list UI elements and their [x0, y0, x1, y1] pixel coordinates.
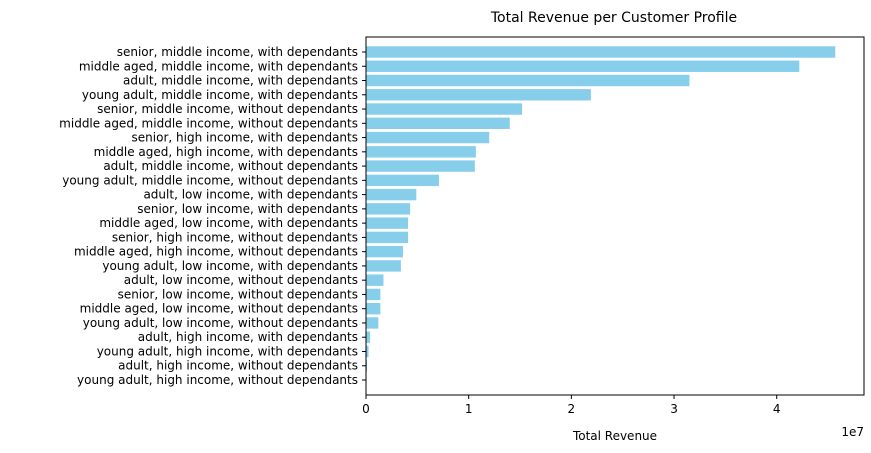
bar: [366, 74, 690, 87]
y-tick-label: young adult, high income, without depend…: [77, 373, 358, 387]
y-tick-label: adult, high income, with dependants: [138, 330, 358, 344]
y-tick-label: adult, low income, without dependants: [124, 273, 358, 287]
x-axis: 0 1 2 3 4: [362, 395, 781, 416]
y-tick-label: adult, middle income, without dependants: [103, 159, 358, 173]
bar: [366, 174, 439, 187]
x-axis-title: Total Revenue: [572, 429, 657, 443]
x-tick-label: 0: [362, 402, 370, 416]
bar: [366, 245, 403, 258]
bar: [366, 217, 409, 229]
y-tick-label: middle aged, high income, without depend…: [74, 245, 358, 259]
y-tick-label: middle aged, high income, with dependant…: [94, 145, 358, 159]
bar: [366, 188, 417, 201]
bar: [366, 117, 510, 130]
bar: [366, 231, 409, 244]
bar: [366, 89, 591, 101]
y-tick-label: senior, middle income, without dependant…: [97, 102, 358, 116]
y-tick-label: senior, low income, without dependants: [118, 287, 358, 301]
y-tick-label: middle aged, low income, without dependa…: [80, 302, 358, 316]
bar: [366, 360, 368, 372]
y-tick-label: senior, middle income, with dependants: [117, 45, 358, 59]
x-axis-offset-label: 1e7: [841, 425, 864, 439]
bar: [366, 60, 800, 72]
plot-frame: [365, 36, 865, 396]
bar: [366, 331, 371, 343]
bar: [366, 302, 381, 315]
y-tick-label: adult, middle income, with dependants: [123, 74, 358, 88]
x-tick-label: 1: [465, 402, 473, 416]
y-tick-label: senior, high income, with dependants: [132, 131, 358, 145]
y-tick-label: middle aged, middle income, without depe…: [59, 116, 358, 130]
y-tick-label: adult, low income, with dependants: [143, 188, 358, 202]
bar: [366, 131, 490, 144]
bar: [366, 260, 401, 272]
bar: [366, 274, 384, 286]
y-tick-label: young adult, middle income, without depe…: [62, 173, 358, 187]
bars-group: [366, 46, 836, 386]
bar: [366, 345, 369, 358]
y-tick-label: young adult, middle income, with dependa…: [82, 88, 358, 102]
x-tick-label: 2: [568, 402, 576, 416]
y-tick-label: adult, high income, without dependants: [118, 359, 358, 373]
y-axis: senior, middle income, with dependantsmi…: [59, 45, 366, 387]
bar: [366, 160, 475, 172]
bar: [366, 103, 523, 115]
bar: [366, 288, 381, 301]
chart-title: Total Revenue per Customer Profile: [490, 10, 737, 26]
y-tick-label: middle aged, low income, with dependants: [99, 216, 358, 230]
x-tick-label: 4: [773, 402, 781, 416]
y-tick-label: middle aged, middle income, with dependa…: [79, 59, 358, 73]
x-tick-label: 3: [670, 402, 678, 416]
y-tick-label: senior, low income, with dependants: [137, 202, 358, 216]
bar: [366, 46, 836, 58]
bar: [366, 146, 476, 158]
y-tick-label: senior, high income, without dependants: [112, 230, 358, 244]
bar: [366, 203, 411, 215]
y-tick-label: young adult, low income, with dependants: [102, 259, 358, 273]
y-tick-label: young adult, low income, without dependa…: [83, 316, 358, 330]
y-tick-label: young adult, high income, with dependant…: [97, 344, 358, 358]
bar: [366, 317, 379, 329]
